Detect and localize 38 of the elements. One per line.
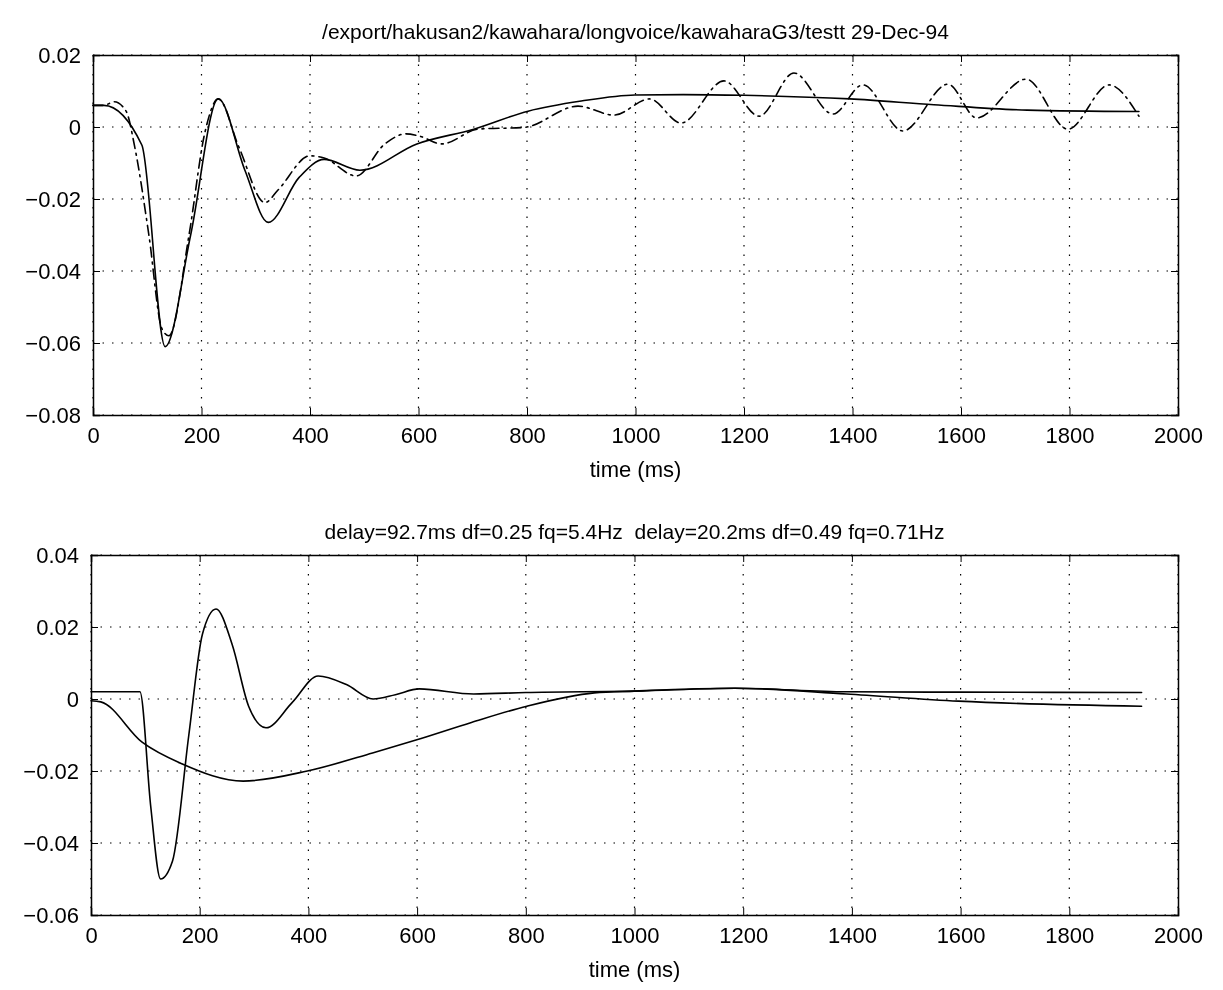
x-tick-label: 600	[400, 422, 438, 448]
x-tick-label: 1000	[611, 422, 661, 448]
y-tick-label: 0.02	[38, 42, 81, 68]
chart-title: /export/hakusan2/kawahara/longvoice/kawaharaG3/testt 29-Dec-94	[322, 20, 950, 43]
x-tick-label: 1200	[720, 422, 769, 448]
x-tick-label: 800	[509, 422, 546, 448]
y-tick-label: −0.04	[25, 258, 81, 284]
y-tick-label: −0.06	[23, 902, 79, 928]
x-tick-label: 1600	[936, 922, 986, 948]
x-tick-label: 200	[183, 422, 221, 448]
y-tick-label: −0.04	[23, 830, 79, 856]
x-tick-label: 1800	[1045, 922, 1095, 948]
y-tick-label: −0.02	[25, 186, 81, 212]
x-tick-label: 1000	[610, 922, 660, 948]
x-tick-label: 200	[181, 922, 219, 948]
y-tick-label: 0	[66, 686, 79, 712]
y-tick-label: −0.08	[25, 402, 81, 428]
y-tick-label: 0	[68, 114, 81, 140]
x-tick-label: 600	[399, 922, 436, 948]
y-tick-label: −0.06	[25, 330, 81, 356]
y-tick-label: −0.02	[23, 758, 79, 784]
x-axis-title: time (ms)	[588, 957, 681, 982]
x-axis-title: time (ms)	[589, 457, 682, 482]
x-tick-label: 2000	[1154, 422, 1203, 448]
x-tick-label: 1200	[719, 922, 769, 948]
x-tick-label: 400	[290, 922, 328, 948]
x-tick-label: 1800	[1045, 422, 1095, 448]
x-tick-label: 0	[85, 922, 98, 948]
x-tick-label: 400	[292, 422, 329, 448]
x-tick-label: 2000	[1154, 922, 1203, 948]
x-tick-label: 0	[87, 422, 100, 448]
x-tick-label: 800	[507, 922, 545, 948]
y-tick-label: 0.02	[36, 614, 79, 640]
y-tick-label: 0.04	[36, 542, 79, 568]
x-tick-label: 1600	[937, 422, 986, 448]
x-tick-label: 1400	[828, 422, 878, 448]
x-tick-label: 1400	[827, 922, 877, 948]
chart-title: delay=92.7ms df=0.25 fq=5.4Hz delay=20.2ms df=0.49 fq=0.71Hz	[324, 520, 945, 543]
